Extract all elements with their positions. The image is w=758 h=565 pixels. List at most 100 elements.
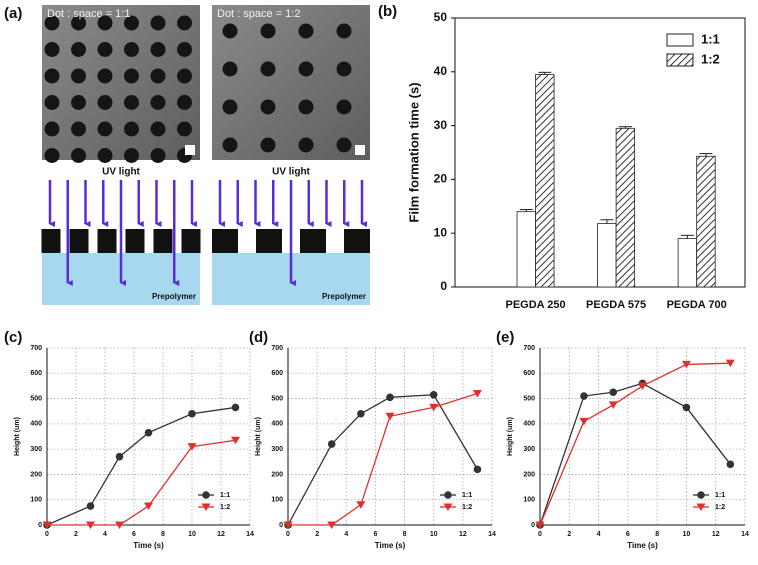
dot [177, 121, 192, 137]
marker [681, 360, 691, 369]
dot [298, 137, 314, 153]
y-tick-label: 500 [271, 395, 283, 402]
error-bar [699, 153, 713, 157]
dot [44, 148, 60, 163]
y-tick-label: 30 [434, 118, 448, 132]
error-bar [519, 209, 533, 212]
dot [222, 137, 238, 153]
x-tick-label: 6 [373, 531, 377, 538]
marker [42, 521, 52, 529]
x-tick-label: 8 [403, 531, 407, 538]
y-tick-label: 300 [30, 446, 42, 453]
dot [44, 15, 60, 31]
x-tick-label: 6 [626, 531, 630, 538]
panel-label: (a) [4, 5, 22, 22]
y-tick-label: 10 [434, 225, 448, 239]
dot [71, 148, 86, 163]
y-tick-label: 500 [30, 395, 42, 402]
y-tick-label: 700 [523, 345, 535, 352]
y-axis-label: Film formation time (s) [406, 82, 421, 222]
dot [150, 148, 166, 163]
x-tick-label: PEGDA 575 [586, 299, 646, 311]
dot [222, 99, 238, 115]
dot [97, 95, 113, 110]
mask-block [69, 229, 89, 253]
x-tick-label: 4 [344, 531, 348, 538]
x-axis-label: Time (s) [627, 541, 658, 550]
marker [726, 460, 735, 469]
series-line [288, 392, 478, 526]
dot [260, 99, 276, 115]
y-tick-label: 200 [523, 471, 535, 478]
x-tick-label: 2 [315, 531, 319, 538]
marker [535, 521, 545, 529]
micrograph [42, 5, 200, 160]
x-tick-label: 2 [567, 531, 571, 538]
y-tick-label: 100 [523, 497, 535, 504]
marker [473, 465, 482, 474]
diagram-title: UV light [102, 167, 140, 178]
y-tick-label: 600 [30, 370, 42, 377]
dot [97, 15, 113, 31]
panel-label: (b) [378, 3, 397, 20]
marker [231, 436, 240, 445]
legend-marker [443, 503, 453, 511]
bar [597, 223, 617, 288]
marker [283, 521, 293, 529]
dot [260, 61, 276, 77]
series-line [539, 382, 731, 526]
marker [115, 521, 124, 529]
y-tick-label: 600 [271, 370, 283, 377]
error-bar [538, 71, 552, 75]
dot [97, 148, 113, 163]
dot [222, 61, 238, 77]
mask-block [41, 229, 61, 253]
x-tick-label: 8 [161, 531, 165, 538]
dot [336, 23, 352, 39]
marker [386, 393, 394, 402]
dot [44, 121, 60, 137]
x-tick-label: 2 [74, 531, 78, 538]
legend-label: 1:2 [462, 504, 472, 511]
dot [97, 42, 113, 57]
legend-swatch [666, 53, 694, 67]
dot [298, 23, 314, 39]
dot [177, 42, 192, 57]
panel-label: (c) [4, 329, 22, 346]
marker [327, 521, 337, 529]
dot [336, 137, 352, 153]
dot [124, 95, 139, 110]
series-line [46, 406, 236, 526]
series-line [287, 394, 478, 526]
y-axis-label: Height (um) [14, 417, 21, 456]
diagram-medium: Prepolymer [152, 292, 196, 301]
dot [71, 15, 86, 31]
marker [144, 428, 153, 437]
y-tick-label: 0 [531, 522, 535, 529]
series-line [539, 362, 731, 526]
legend-marker [202, 491, 210, 499]
dot [71, 68, 86, 84]
series-line [47, 439, 236, 526]
y-tick-label: 700 [271, 345, 283, 352]
y-tick-label: 0 [440, 279, 447, 293]
x-tick-label: 12 [712, 531, 720, 538]
marker [609, 388, 618, 397]
y-tick-label: 100 [30, 497, 42, 504]
x-tick-label: 12 [217, 531, 225, 538]
marker [472, 390, 482, 398]
y-tick-label: 200 [271, 471, 283, 478]
x-axis-label: Time (s) [133, 541, 164, 550]
dot [336, 99, 352, 115]
marker [86, 521, 95, 529]
x-tick-label: 10 [430, 531, 438, 538]
mask-block [153, 229, 173, 253]
panel-label: (e) [496, 329, 514, 346]
marker [144, 502, 153, 511]
marker [188, 409, 196, 418]
y-tick-label: 50 [434, 10, 448, 24]
image-caption: Dot : space = 1:1 [47, 8, 130, 20]
dot [44, 95, 60, 110]
marker [682, 403, 691, 412]
panel-label: (d) [249, 329, 268, 346]
